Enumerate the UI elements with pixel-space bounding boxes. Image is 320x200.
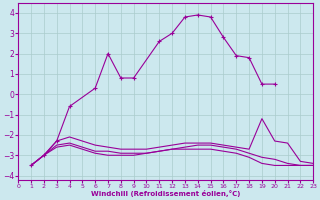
X-axis label: Windchill (Refroidissement éolien,°C): Windchill (Refroidissement éolien,°C) — [91, 190, 240, 197]
